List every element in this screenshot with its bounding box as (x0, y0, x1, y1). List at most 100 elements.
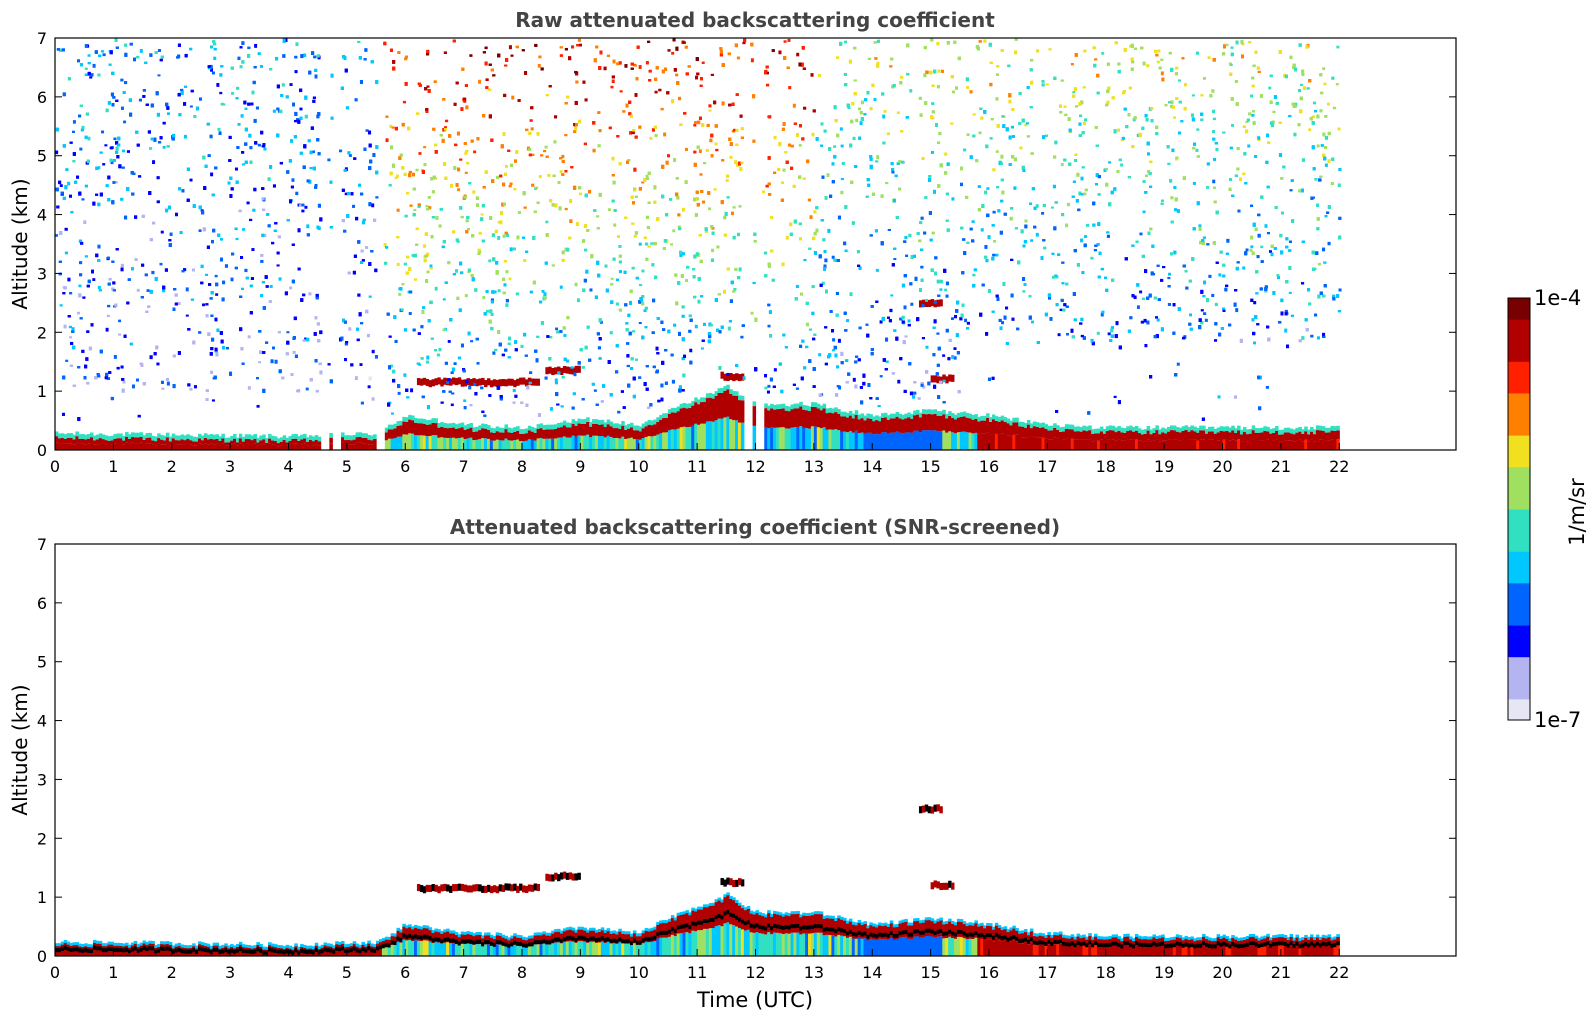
heatmap-cell (1233, 395, 1237, 399)
heatmap-cell (968, 413, 973, 419)
heatmap-cell (63, 434, 68, 439)
heatmap-cell (317, 436, 322, 442)
heatmap-cell (831, 349, 835, 352)
heatmap-cell (545, 220, 549, 224)
heatmap-cell (489, 440, 494, 450)
heatmap-cell (750, 58, 754, 63)
heatmap-cell (940, 69, 944, 73)
heatmap-cell (802, 427, 806, 450)
heatmap-cell (358, 442, 363, 450)
heatmap-cell (828, 407, 832, 413)
heatmap-cell (486, 378, 491, 386)
heatmap-cell (551, 424, 555, 430)
heatmap-cell (367, 444, 371, 450)
heatmap-cell (1272, 440, 1276, 450)
heatmap-cell (1120, 432, 1124, 441)
heatmap-cell (1036, 49, 1040, 53)
heatmap-cell (341, 442, 345, 450)
heatmap-cell (665, 417, 669, 433)
heatmap-cell (1152, 440, 1156, 450)
heatmap-cell (737, 395, 742, 401)
heatmap-cell (139, 48, 143, 53)
heatmap-cell (133, 437, 138, 444)
heatmap-cell (454, 424, 459, 429)
heatmap-cell (189, 435, 193, 441)
heatmap-cell (256, 445, 260, 450)
heatmap-cell (1301, 433, 1305, 442)
heatmap-cell (533, 440, 538, 450)
heatmap-cell (394, 176, 398, 179)
heatmap-cell (787, 406, 792, 412)
heatmap-cell (1024, 219, 1028, 223)
heatmap-cell (1035, 426, 1040, 438)
heatmap-cell (460, 437, 465, 450)
heatmap-cell (387, 438, 392, 450)
heatmap-cell (300, 444, 304, 450)
heatmap-cell (227, 181, 231, 185)
heatmap-cell (989, 434, 993, 450)
heatmap-cell (304, 337, 308, 341)
heatmap-cell (1156, 318, 1160, 322)
heatmap-cell (574, 421, 579, 426)
heatmap-cell (1094, 440, 1098, 450)
heatmap-cell (508, 277, 512, 281)
heatmap-cell (352, 444, 357, 450)
heatmap-cell (151, 440, 155, 445)
heatmap-cell (516, 439, 520, 450)
heatmap-cell (308, 439, 313, 445)
heatmap-cell (557, 427, 561, 438)
heatmap-cell (206, 434, 211, 440)
heatmap-cell (907, 319, 911, 323)
heatmap-cell (1161, 427, 1165, 433)
heatmap-cell (55, 436, 59, 443)
heatmap-cell (1178, 432, 1183, 441)
heatmap-cell (597, 420, 602, 425)
heatmap-cell (1149, 429, 1154, 435)
heatmap-cell (405, 421, 409, 435)
heatmap-cell (304, 205, 308, 209)
heatmap-cell (460, 379, 465, 387)
heatmap-cell (472, 431, 476, 441)
heatmap-cell (583, 419, 587, 424)
heatmap-cell (865, 323, 869, 326)
heatmap-cell (1330, 430, 1335, 440)
heatmap-cell (133, 443, 138, 450)
heatmap-cell (819, 410, 824, 429)
heatmap-cell (624, 425, 628, 430)
heatmap-cell (1327, 440, 1332, 450)
heatmap-cell (291, 438, 295, 444)
heatmap-cell (285, 437, 290, 443)
heatmap-cell (968, 418, 973, 433)
heatmap-cell (1318, 425, 1323, 431)
heatmap-cell (189, 444, 193, 450)
heatmap-cell (1038, 437, 1043, 450)
heatmap-cell (542, 438, 546, 450)
heatmap-cell (1295, 432, 1299, 441)
heatmap-cell (1228, 427, 1232, 433)
heatmap-cell (577, 418, 581, 424)
heatmap-cell (118, 333, 122, 336)
heatmap-cell (983, 420, 987, 434)
heatmap-cell (1288, 291, 1292, 294)
heatmap-cell (600, 419, 605, 425)
heatmap-cell (206, 439, 211, 445)
heatmap-cell (270, 440, 275, 445)
heatmap-cell (577, 423, 581, 436)
heatmap-cell (162, 145, 166, 149)
heatmap-cell (221, 438, 225, 444)
heatmap-cell (1254, 428, 1259, 433)
heatmap-cell (551, 367, 555, 376)
heatmap-cell (1216, 440, 1221, 450)
heatmap-cell (858, 136, 862, 140)
heatmap-cell (1301, 429, 1305, 434)
heatmap-cell (486, 429, 491, 439)
heatmap-cell (288, 440, 293, 445)
heatmap-cell (1242, 266, 1246, 270)
heatmap-cell (1191, 94, 1195, 97)
heatmap-cell (673, 412, 678, 430)
heatmap-cell (83, 220, 87, 224)
heatmap-cell (259, 440, 263, 445)
heatmap-cell (684, 147, 688, 151)
heatmap-cell (670, 243, 674, 246)
heatmap-cell (913, 410, 917, 416)
